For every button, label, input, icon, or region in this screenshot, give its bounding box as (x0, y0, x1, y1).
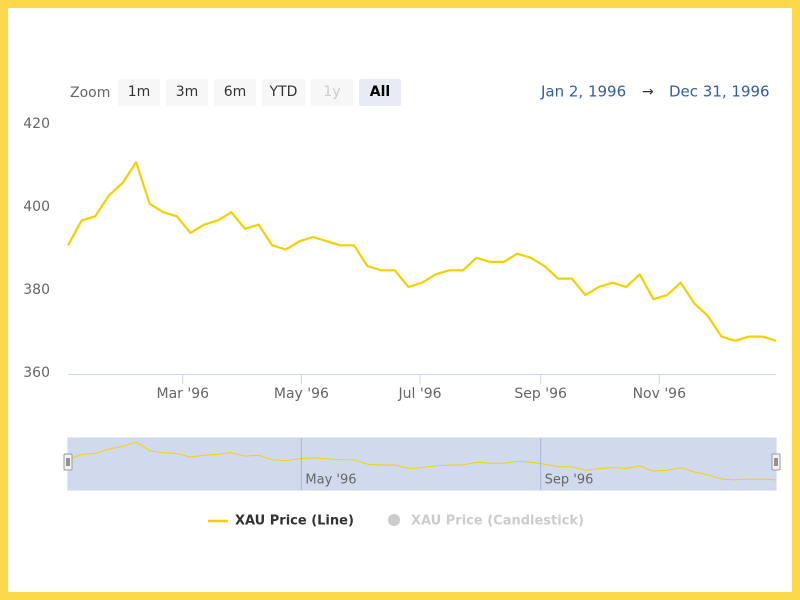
navigator-mask[interactable] (67, 437, 777, 491)
zoom-button-label: 1y (323, 84, 340, 100)
navigator-line (67, 441, 777, 481)
zoom-button[interactable] (359, 79, 401, 106)
y-tick-label: 360 (23, 365, 50, 381)
line (67, 161, 777, 342)
x-tick-label: May '96 (274, 386, 329, 402)
x-tick-label: Sep '96 (514, 386, 567, 402)
zoom-button[interactable] (166, 79, 208, 106)
chart: Zoom Jan 2, 1996 → Dec 31, 1996 1m 3m 6m YT… (23, 79, 781, 529)
navigator-tick-label: Sep '96 (545, 473, 594, 488)
range-to[interactable]: Dec 31, 1996 (669, 83, 770, 101)
y-tick-label: 380 (23, 282, 50, 298)
zoom-button (311, 79, 353, 106)
zoom-label: Zoom (70, 85, 110, 101)
legend-symbol[interactable] (388, 514, 400, 526)
zoom-button-label[interactable]: 1m (128, 84, 151, 100)
range-from[interactable]: Jan 2, 1996 (540, 83, 626, 101)
x-tick-label: Nov '96 (633, 386, 687, 402)
x-tick-label: Jul '96 (398, 386, 442, 402)
zoom-button-label[interactable]: 6m (224, 84, 247, 100)
legend-label[interactable]: XAU Price (Candlestick) (411, 514, 584, 529)
y-tick-label: 400 (23, 199, 50, 215)
navigator-handle[interactable] (63, 453, 73, 471)
zoom-button-label[interactable]: YTD (269, 84, 298, 100)
range-arrow: → (642, 84, 654, 100)
navigator-tick-label: May '96 (305, 473, 356, 488)
zoom-button[interactable] (262, 79, 305, 106)
zoom-button-label[interactable]: 3m (176, 84, 199, 100)
zoom-button-label[interactable]: All (370, 84, 390, 100)
zoom-button[interactable] (118, 79, 160, 106)
x-tick-label: Mar '96 (156, 386, 209, 402)
legend-label[interactable]: XAU Price (Line) (235, 514, 354, 529)
zoom-button[interactable] (214, 79, 256, 106)
y-tick-label: 420 (23, 116, 50, 132)
navigator-handle[interactable] (771, 453, 781, 471)
